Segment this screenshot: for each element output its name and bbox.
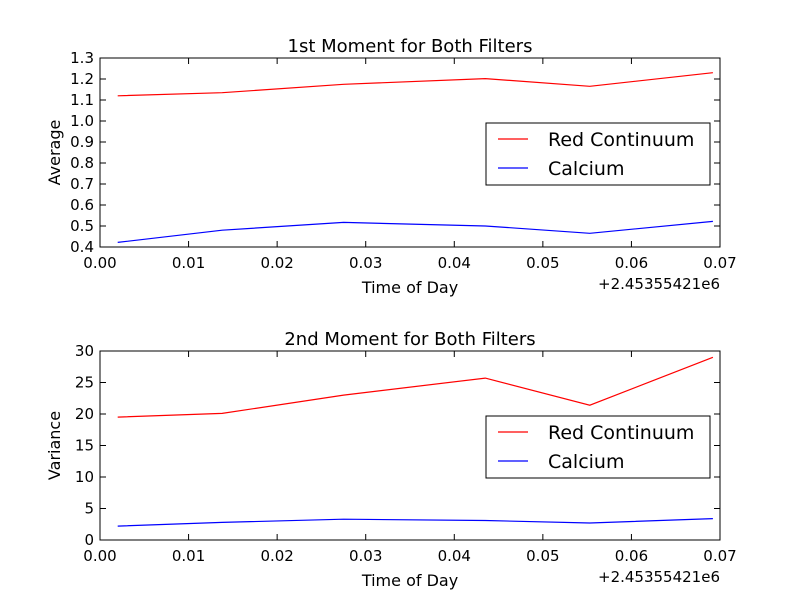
legend-box — [485, 122, 711, 186]
y-tick-label: 1.0 — [70, 112, 94, 130]
x-tick-label: 0.04 — [438, 547, 471, 565]
y-tick-label: 0 — [84, 531, 94, 549]
x-offset-label: +2.45355421e6 — [598, 275, 720, 293]
y-tick-label: 0.5 — [70, 217, 94, 235]
y-tick-label: 1.2 — [70, 70, 94, 88]
y-tick-label: 0.4 — [70, 238, 94, 256]
series-line-red-continuum — [117, 72, 713, 97]
y-tick-label: 5 — [84, 500, 94, 518]
legend-box — [485, 415, 711, 479]
legend: Red Continuum Calcium — [485, 122, 711, 186]
x-tick-label: 0.00 — [83, 254, 116, 272]
x-axis-label: Time of Day — [361, 571, 458, 590]
y-axis-label: Average — [45, 120, 64, 186]
x-tick-label: 0.07 — [703, 547, 736, 565]
x-tick-label: 0.05 — [526, 547, 559, 565]
y-tick-label: 15 — [75, 437, 94, 455]
y-tick-label: 25 — [75, 374, 94, 392]
y-tick-label: 30 — [75, 342, 94, 360]
y-tick-label: 20 — [75, 405, 94, 423]
x-tick-label: 0.04 — [438, 254, 471, 272]
x-tick-label: 0.02 — [260, 547, 293, 565]
x-tick-label: 0.03 — [349, 254, 382, 272]
x-tick-label: 0.06 — [615, 547, 648, 565]
y-tick-label: 0.8 — [70, 154, 94, 172]
x-axis-label: Time of Day — [361, 278, 458, 297]
chart-title: 1st Moment for Both Filters — [288, 36, 533, 57]
subplot-2nd-moment: 2nd Moment for Both Filters 0.00 0.01 0.02 0… — [45, 329, 737, 590]
legend: Red Continuum Calcium — [485, 415, 711, 479]
y-tick-label: 1.3 — [70, 49, 94, 67]
x-tick-label: 0.00 — [83, 547, 116, 565]
y-axis-label: Variance — [45, 411, 64, 480]
y-tick-label: 1.1 — [70, 91, 94, 109]
x-tick-label: 0.05 — [526, 254, 559, 272]
legend-label: Calcium — [548, 158, 624, 180]
x-tick-label: 0.03 — [349, 547, 382, 565]
series-line-calcium — [117, 518, 713, 527]
series-line-red-continuum — [117, 356, 714, 418]
x-offset-label: +2.45355421e6 — [598, 568, 720, 586]
y-tick-label: 10 — [75, 468, 94, 486]
chart-title: 2nd Moment for Both Filters — [284, 329, 535, 350]
x-tick-label: 0.02 — [260, 254, 293, 272]
x-tick-label: 0.01 — [172, 254, 205, 272]
legend-label: Red Continuum — [548, 129, 694, 151]
x-tick-label: 0.07 — [703, 254, 736, 272]
x-tick-label: 0.06 — [615, 254, 648, 272]
x-tick-label: 0.01 — [172, 547, 205, 565]
legend-label: Calcium — [548, 451, 624, 473]
y-tick-label: 0.9 — [70, 133, 94, 151]
series-line-calcium — [117, 220, 713, 243]
plot-frame — [99, 57, 721, 248]
subplot-1st-moment: 1st Moment for Both Filters 0.00 0.01 0.02 0… — [45, 36, 737, 297]
y-tick-label: 0.6 — [70, 196, 94, 214]
legend-label: Red Continuum — [548, 422, 694, 444]
y-tick-label: 0.7 — [70, 175, 94, 193]
